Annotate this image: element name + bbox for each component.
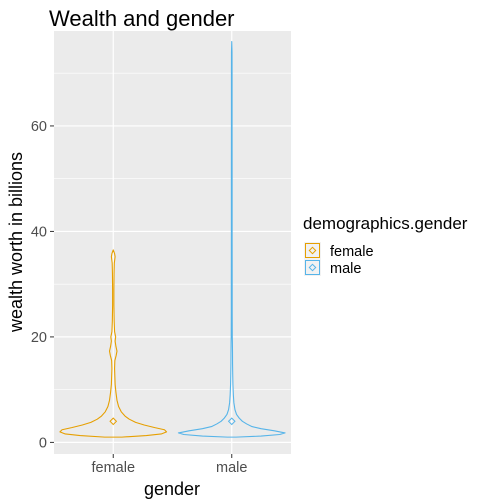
legend-label-female: female xyxy=(330,244,374,260)
plot-panel xyxy=(54,31,291,454)
violin-female xyxy=(59,249,168,438)
chart-title: Wealth and gender xyxy=(49,6,235,31)
y-tick-label: 60 xyxy=(31,119,47,135)
legend-title: demographics.gender xyxy=(303,214,468,233)
violins xyxy=(59,41,286,438)
mean-marker-male xyxy=(227,417,236,426)
x-axis: female male xyxy=(91,454,247,476)
y-axis-title: wealth worth in billions xyxy=(6,152,26,333)
gridlines xyxy=(54,31,291,454)
y-tick-label: 40 xyxy=(31,224,47,240)
x-tick-label: male xyxy=(216,460,247,476)
mean-marker-female xyxy=(109,417,118,426)
y-axis: 0 20 40 60 xyxy=(31,119,54,451)
legend-key-male xyxy=(305,260,320,275)
legend-key-female xyxy=(305,243,320,258)
legend-key-bg xyxy=(304,242,321,259)
x-axis-title: gender xyxy=(144,479,200,499)
y-tick-label: 0 xyxy=(39,435,47,451)
legend-marker-female xyxy=(308,246,317,255)
violin-male xyxy=(177,41,286,438)
x-tick-label: female xyxy=(91,460,135,476)
y-tick-label: 20 xyxy=(31,330,47,346)
legend-key-bg xyxy=(304,259,321,276)
legend-label-male: male xyxy=(330,261,361,277)
legend-marker-male xyxy=(308,263,317,272)
